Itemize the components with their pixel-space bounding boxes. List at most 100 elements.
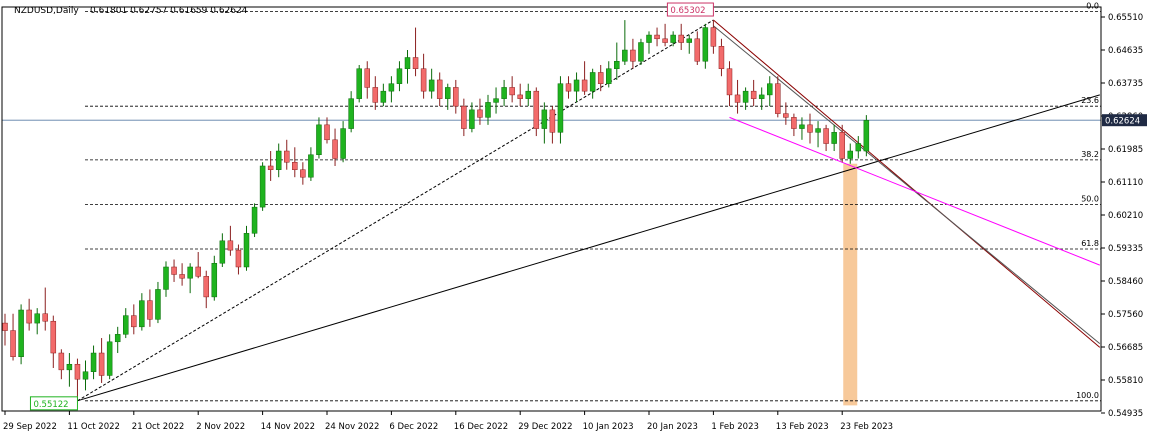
candle-down	[2, 322, 8, 331]
candle-down	[549, 109, 556, 133]
candle-down	[42, 313, 48, 322]
x-tick-label: 20 Jan 2023	[647, 422, 698, 432]
candle-down	[509, 87, 515, 96]
candle-down	[750, 90, 757, 99]
candle-up	[501, 87, 507, 99]
candle-down	[477, 109, 483, 118]
candle-up	[404, 57, 411, 69]
candle-down	[267, 165, 274, 170]
candle-down	[734, 94, 741, 103]
low-annotation-label: 0.55122	[33, 400, 68, 410]
x-tick-label: 11 Oct 2022	[67, 422, 120, 432]
high-annotation-label: 0.65302	[670, 6, 705, 16]
candle-down	[565, 83, 572, 92]
candle-up	[308, 154, 314, 178]
x-tick-label: 24 Nov 2022	[325, 422, 379, 432]
candle-down	[654, 34, 660, 40]
candle-up	[863, 120, 870, 152]
candle-down	[823, 128, 829, 144]
x-tick-label: 10 Jan 2023	[583, 422, 634, 432]
y-tick-label: 0.63735	[1108, 79, 1143, 89]
trendline-down-1	[713, 19, 1101, 348]
current-price-label: 0.62624	[1105, 117, 1140, 127]
fib-level-label: 0.0	[1086, 1, 1099, 10]
candle-down	[453, 87, 459, 107]
candle-down	[131, 315, 137, 328]
candle-down	[662, 38, 668, 43]
candle-down	[58, 352, 65, 371]
candle-up	[855, 143, 862, 152]
candle-down	[98, 352, 105, 376]
candle-down	[235, 249, 242, 268]
candle-up	[139, 300, 145, 328]
candle-down	[195, 266, 201, 277]
candle-down	[597, 72, 604, 84]
x-tick-label: 16 Dec 2022	[454, 422, 508, 432]
candle-down	[332, 139, 338, 159]
candle-up	[742, 90, 749, 103]
candle-down	[364, 68, 370, 88]
candle-up	[670, 34, 676, 43]
candle-up	[485, 102, 491, 118]
candle-down	[420, 68, 427, 92]
candle-up	[573, 79, 580, 92]
candle-down	[726, 68, 733, 96]
candle-up	[211, 262, 218, 298]
candle-down	[775, 83, 781, 114]
ohlc-label: 0.61801 0.62757 0.61659 0.62624	[90, 6, 248, 16]
candle-up	[155, 289, 161, 320]
candle-down	[461, 105, 467, 129]
candle-up	[428, 79, 435, 92]
fib-level-label: 38.2	[1081, 150, 1099, 159]
candle-up	[18, 309, 24, 358]
candle-up	[622, 49, 628, 62]
candle-up	[758, 94, 765, 99]
candle-up	[396, 68, 403, 84]
highlight-band-layer	[843, 163, 858, 406]
x-tick-label: 29 Dec 2022	[518, 422, 572, 432]
low-annotation-box	[29, 396, 78, 411]
trendline-channel	[729, 116, 1100, 266]
candle-up	[348, 98, 354, 129]
symbol-label: NZDUSD,Daily	[14, 6, 79, 16]
y-tick-label: 0.61110	[1108, 178, 1143, 188]
current-price-box	[1102, 114, 1147, 127]
candle-down	[74, 363, 81, 380]
plot-frame	[1, 6, 1102, 412]
y-tick-label: 0.57560	[1108, 310, 1143, 320]
candle-up	[251, 206, 258, 234]
candle-up	[767, 83, 773, 96]
candle-up	[525, 90, 531, 99]
candle-up	[445, 87, 451, 99]
candle-up	[799, 124, 805, 129]
labels-layer: 0.62624 0.65302 0.55122	[29, 2, 1147, 411]
candle-down	[227, 240, 234, 251]
candle-down	[50, 320, 57, 354]
candle-up	[243, 233, 250, 268]
x-tick-label: 21 Oct 2022	[132, 422, 185, 432]
candle-down	[783, 113, 789, 118]
x-tick-label: 29 Sep 2022	[3, 422, 57, 432]
x-tick-label: 1 Feb 2023	[711, 422, 759, 432]
candle-up	[259, 165, 266, 208]
candle-down	[718, 46, 725, 69]
candle-up	[114, 334, 121, 343]
fib-level-label: 100.0	[1076, 391, 1099, 400]
y-tick-label: 0.59335	[1108, 244, 1143, 254]
candle-up	[219, 240, 226, 264]
fib-level-label: 23.6	[1081, 96, 1099, 105]
candle-down	[292, 161, 298, 170]
candle-down	[300, 169, 306, 178]
candle-up	[340, 128, 346, 159]
candle-up	[606, 68, 612, 84]
y-tick-label: 0.54935	[1108, 409, 1143, 419]
candle-down	[203, 276, 209, 298]
x-tick-label: 6 Dec 2022	[389, 422, 438, 432]
candle-up	[493, 98, 499, 103]
candle-up	[469, 109, 475, 129]
candle-down	[694, 38, 701, 62]
candle-up	[163, 266, 169, 290]
